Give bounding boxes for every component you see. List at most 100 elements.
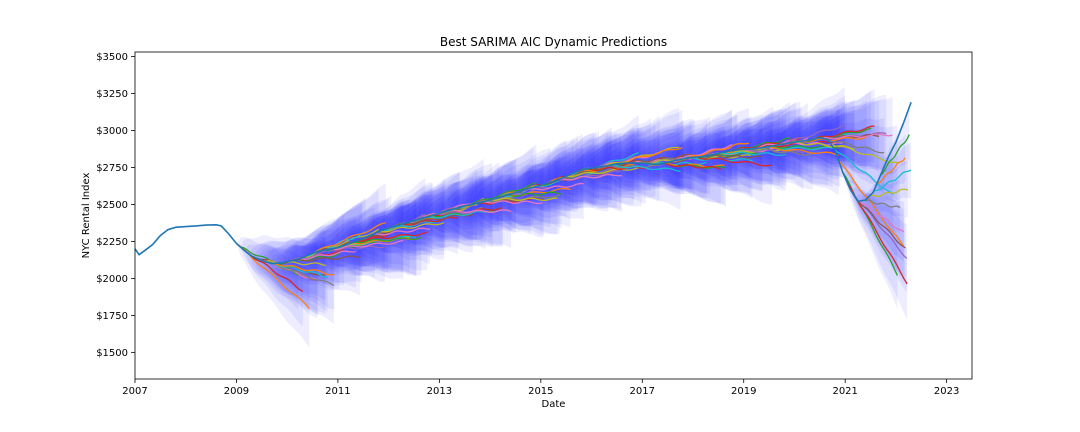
confidence-band xyxy=(751,118,813,190)
forecast-line xyxy=(550,170,622,184)
confidence-band xyxy=(847,179,908,320)
confidence-band xyxy=(738,116,804,190)
confidence-band xyxy=(474,148,551,228)
x-axis-title: Date xyxy=(542,399,566,410)
forecast-line xyxy=(244,250,304,292)
confidence-band xyxy=(349,201,417,277)
confidence-band xyxy=(705,122,763,191)
forecast-line xyxy=(792,141,855,150)
y-tick-label: $1500 xyxy=(96,348,128,359)
x-tick-label: 2013 xyxy=(427,386,452,397)
forecast-line xyxy=(608,163,681,172)
forecast-line xyxy=(370,227,431,236)
confidence-band xyxy=(353,199,422,276)
forecast-line xyxy=(692,151,763,159)
forecast-line xyxy=(834,148,894,195)
forecast-line xyxy=(721,151,786,157)
forecast-line xyxy=(776,124,846,146)
confidence-band xyxy=(659,133,721,205)
confidence-band xyxy=(834,141,894,230)
x-axis: 2007 2009 2011 2013 2015 2017 2019 2021 2023 xyxy=(122,379,959,397)
forecast-line xyxy=(730,137,791,152)
forecast-line xyxy=(696,156,773,167)
confidence-band xyxy=(730,102,791,174)
confidence-band xyxy=(843,169,898,309)
forecast-line xyxy=(687,142,749,159)
forecast-line xyxy=(265,260,326,267)
confidence-band xyxy=(412,169,483,247)
forecast-line xyxy=(466,181,537,207)
forecast-line xyxy=(826,138,885,154)
forecast-line xyxy=(503,191,562,197)
forecast-line xyxy=(867,188,908,198)
y-axis: $1500 $1750 $2000 $2250 $2500 $2750 $3000 $3250… xyxy=(96,52,135,359)
x-tick-label: 2009 xyxy=(224,386,249,397)
forecast-line xyxy=(311,222,386,255)
confidence-band xyxy=(391,172,460,248)
x-tick-label: 2021 xyxy=(832,386,857,397)
confidence-band xyxy=(725,102,796,180)
y-tick-label: $2000 xyxy=(96,274,128,285)
confidence-band xyxy=(713,107,787,186)
forecast-line xyxy=(750,148,813,156)
y-tick-label: $1750 xyxy=(96,311,128,322)
forecast-line xyxy=(876,157,906,186)
y-axis-title: NYC Rental Index xyxy=(81,173,92,259)
forecast-line xyxy=(290,255,361,262)
confidence-band xyxy=(345,198,417,276)
forecast-line xyxy=(332,239,404,251)
forecast-line xyxy=(658,162,722,170)
confidence-band xyxy=(792,113,855,185)
confidence-band xyxy=(629,118,693,192)
forecast-line xyxy=(357,231,428,242)
forecast-line xyxy=(273,262,335,276)
x-tick-label: 2007 xyxy=(122,386,147,397)
confidence-band xyxy=(554,130,612,200)
confidence-band xyxy=(265,230,326,301)
confidence-band xyxy=(462,147,534,227)
confidence-band xyxy=(684,123,753,199)
confidence-band xyxy=(696,125,773,205)
confidence-band xyxy=(859,193,904,262)
y-tick-label: $2500 xyxy=(96,200,128,211)
forecast-line xyxy=(704,154,763,159)
confidence-band xyxy=(617,119,685,195)
y-tick-label: $3000 xyxy=(96,126,128,137)
confidence-band xyxy=(562,127,634,205)
confidence-band xyxy=(667,114,738,192)
forecast-line xyxy=(353,236,422,244)
confidence-bands xyxy=(236,86,911,348)
confidence-band xyxy=(675,114,737,186)
confidence-band xyxy=(608,132,681,210)
forecast-line xyxy=(838,160,905,248)
confidence-band xyxy=(654,129,726,207)
forecast-line xyxy=(483,200,543,205)
forecast-line xyxy=(294,250,356,261)
x-tick-label: 2015 xyxy=(528,386,553,397)
x-tick-label: 2017 xyxy=(630,386,655,397)
forecast-line xyxy=(558,173,622,181)
forecast-line xyxy=(382,218,445,232)
confidence-band xyxy=(642,119,708,194)
forecast-line xyxy=(604,146,680,167)
confidence-band xyxy=(537,130,599,204)
forecast-line xyxy=(566,165,642,178)
plot-frame xyxy=(134,51,973,380)
confidence-band xyxy=(236,236,310,348)
y-tick-label: $3500 xyxy=(96,52,128,63)
forecast-line xyxy=(855,197,906,249)
forecast-line xyxy=(378,221,445,233)
confidence-band xyxy=(838,156,904,284)
confidence-band xyxy=(286,203,362,283)
forecast-line xyxy=(269,262,328,278)
forecast-line xyxy=(629,153,693,164)
confidence-band xyxy=(437,172,503,247)
confidence-band xyxy=(759,109,833,188)
confidence-band xyxy=(269,241,328,312)
forecast-line xyxy=(863,199,901,209)
confidence-band xyxy=(370,194,431,265)
y-tick-label: $2250 xyxy=(96,237,128,248)
forecast-line xyxy=(324,245,385,252)
